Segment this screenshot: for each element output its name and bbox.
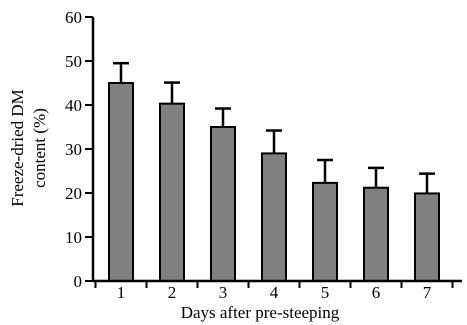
y-axis-label-line-2: content (%) bbox=[30, 108, 49, 188]
x-tick-label-2: 2 bbox=[168, 283, 177, 302]
x-tick-label-3: 3 bbox=[219, 283, 228, 302]
y-tick-label-30: 30 bbox=[65, 140, 82, 159]
x-tick-label-1: 1 bbox=[117, 283, 126, 302]
y-tick-label-20: 20 bbox=[65, 184, 82, 203]
x-tick-label-5: 5 bbox=[321, 283, 330, 302]
bar-4 bbox=[261, 152, 287, 282]
x-tick-label-7: 7 bbox=[423, 283, 432, 302]
y-tick-label-50: 50 bbox=[65, 52, 82, 71]
labels-layer: Days after pre-steeping Freeze-dried DM … bbox=[8, 89, 340, 322]
bar-1 bbox=[108, 82, 134, 282]
y-tick-label-40: 40 bbox=[65, 96, 82, 115]
y-tick-label-0: 0 bbox=[74, 272, 83, 291]
bar-7 bbox=[414, 192, 440, 282]
bar-5 bbox=[312, 181, 338, 283]
x-tick-label-6: 6 bbox=[372, 283, 381, 302]
bar-2 bbox=[159, 102, 185, 283]
axes-layer: 0 10 20 30 40 50 60 1 2 3 4 5 6 7 bbox=[65, 8, 462, 302]
y-tick-label-60: 60 bbox=[65, 8, 82, 27]
y-axis-label-line-1: Freeze-dried DM bbox=[8, 89, 27, 207]
bar-3 bbox=[210, 126, 236, 282]
y-tick-label-10: 10 bbox=[65, 228, 82, 247]
bar-6 bbox=[363, 186, 389, 282]
x-tick-label-4: 4 bbox=[270, 283, 279, 302]
bars-layer bbox=[108, 61, 440, 283]
x-axis-label: Days after pre-steeping bbox=[181, 303, 340, 322]
